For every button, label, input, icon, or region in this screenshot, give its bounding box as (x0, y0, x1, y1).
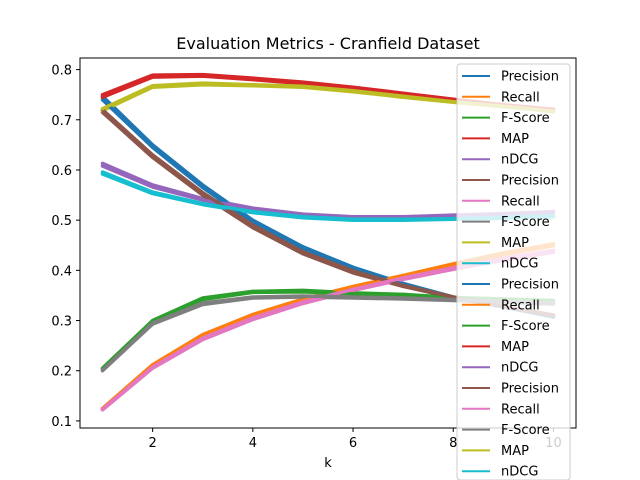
x-tick-label-3: 8 (449, 436, 457, 451)
legend-label-12: F-Score (501, 319, 550, 334)
legend-label-17: F-Score (501, 423, 550, 438)
x-tick-label-0: 2 (149, 436, 157, 451)
legend-label-1: Recall (501, 90, 540, 105)
y-axis: 0.1 0.2 0.3 0.4 0.5 0.6 0.7 0.8 (51, 64, 80, 430)
legend-label-2: F-Score (501, 111, 550, 126)
legend-label-14: nDCG (501, 361, 538, 376)
chart-title: Evaluation Metrics - Cranfield Dataset (176, 34, 480, 53)
legend-label-5: Precision (501, 174, 559, 189)
legend-label-8: MAP (501, 236, 529, 251)
legend-label-18: MAP (501, 444, 529, 459)
plot-frame (79, 57, 577, 429)
x-tick-label-2: 6 (349, 436, 357, 451)
y-tick-label-1: 0.2 (51, 365, 72, 380)
legend-label-7: F-Score (501, 215, 550, 230)
y-tick-label-2: 0.3 (51, 315, 72, 330)
y-tick-label-5: 0.6 (51, 164, 72, 179)
legend-label-0: Precision (501, 70, 559, 85)
legend: Precision Recall F-Score MAP nDCG Precision Re… (456, 63, 571, 480)
legend-label-9: nDCG (501, 257, 538, 272)
legend-label-13: MAP (501, 340, 529, 355)
x-axis-label: k (324, 456, 332, 471)
legend-label-16: Recall (501, 402, 540, 417)
legend-label-4: nDCG (501, 153, 538, 168)
y-tick-label-6: 0.7 (51, 114, 72, 129)
legend-entries: Precision Recall F-Score MAP nDCG Precision Re… (462, 70, 559, 480)
legend-label-10: Precision (501, 278, 559, 293)
x-tick-label-1: 4 (249, 436, 257, 451)
y-tick-label-0: 0.1 (51, 415, 72, 430)
legend-label-15: Precision (501, 382, 559, 397)
legend-label-11: Recall (501, 298, 540, 313)
y-tick-label-7: 0.8 (51, 64, 72, 79)
y-tick-label-4: 0.5 (51, 214, 72, 229)
legend-label-3: MAP (501, 132, 529, 147)
legend-frame (456, 63, 571, 480)
legend-label-6: Recall (501, 194, 540, 209)
legend-label-19: nDCG (501, 465, 538, 480)
y-tick-label-3: 0.4 (51, 264, 72, 279)
